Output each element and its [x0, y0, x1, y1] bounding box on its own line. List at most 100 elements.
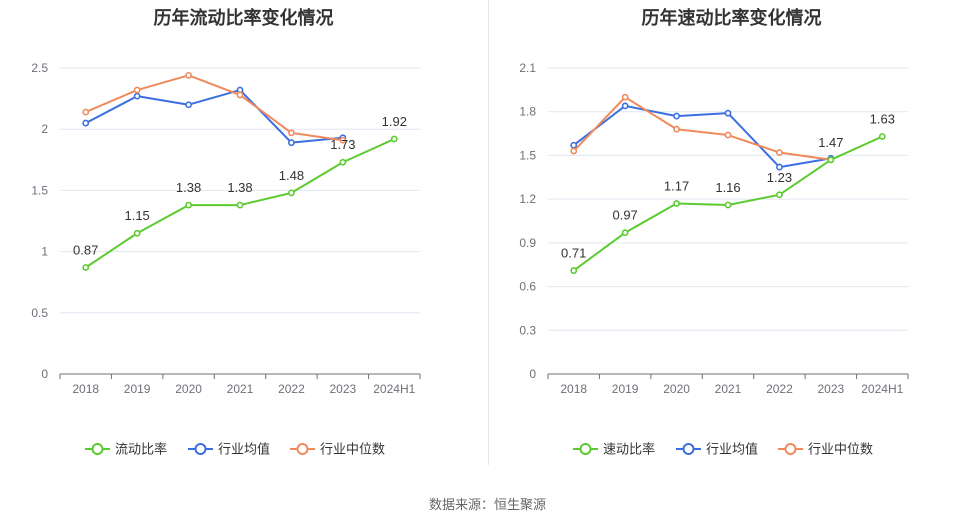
data-label: 0.71: [561, 246, 586, 261]
y-tick-label: 0.3: [519, 323, 536, 337]
industry_median-point: [724, 131, 732, 139]
legend-item-industry_avg: 行业均值: [676, 442, 758, 457]
company-point: [673, 200, 680, 207]
legend-item-industry_median: 行业中位数: [290, 442, 385, 457]
data-label: 1.38: [176, 180, 201, 195]
chart-title: 历年速动比率变化情况: [641, 8, 822, 28]
company-point: [827, 156, 835, 164]
legend-marker: [296, 443, 309, 455]
company-point: [236, 201, 244, 209]
data-label: 1.92: [382, 114, 407, 129]
industry_median-point: [236, 91, 244, 99]
industry_avg-point: [673, 112, 680, 120]
legend-label: 行业均值: [706, 442, 758, 457]
industry_avg-line: [573, 104, 832, 169]
legend-marker: [194, 443, 207, 455]
chart-title: 历年流动比率变化情况: [153, 8, 334, 28]
industry_median-point: [776, 149, 783, 156]
company-point: [339, 158, 347, 166]
x-tick-label: 2022: [278, 382, 305, 396]
industry_avg-line: [85, 89, 343, 144]
x-tick-label: 2024H1: [861, 382, 903, 396]
company-point: [390, 135, 398, 143]
industry_median-point: [621, 93, 629, 101]
x-tick-label: 2021: [715, 382, 742, 396]
industry_median-point: [673, 125, 680, 133]
quick-ratio-chart: 0 0.3 0.6 0.9 1.2 1.5 1.8 2.1 2018 2019 2020 2021 20…: [519, 61, 909, 457]
x-tick-label: 2023: [818, 382, 845, 396]
y-tick-label: 0.6: [519, 280, 536, 294]
legend-label: 速动比率: [603, 442, 655, 457]
industry_avg-point: [724, 109, 732, 117]
company-point: [724, 201, 732, 209]
legend-item-industry_avg: 行业均值: [188, 442, 270, 457]
legend-marker: [91, 443, 104, 455]
company-point: [185, 201, 192, 209]
industry_median-point: [339, 136, 347, 144]
current-ratio-chart-panel: 历年流动比率变化情况 0 0.5 1 1.5 2 2.5 2018 2019 2020 2021 2…: [0, 0, 487, 470]
company-point: [570, 267, 578, 274]
y-tick-label: 2.1: [519, 61, 536, 75]
legend-marker: [579, 443, 592, 455]
y-tick-label: 1.8: [519, 105, 536, 119]
legend-label: 行业均值: [218, 442, 270, 457]
data-label: 1.23: [767, 170, 792, 185]
y-tick-label: 1: [41, 245, 48, 259]
company-point: [878, 133, 886, 140]
legend-label: 流动比率: [115, 442, 167, 457]
y-tick-label: 0: [529, 367, 536, 381]
quick-ratio-chart-panel: 历年速动比率变化情况 0 0.3 0.6 0.9 1.2 1.5 1.8 2.1 2018 201…: [488, 0, 975, 470]
legend-item-company: 流动比率: [85, 442, 167, 457]
industry_avg-point: [133, 92, 141, 100]
industry_median-point: [288, 129, 295, 137]
industry_avg-point: [621, 102, 629, 110]
y-tick-label: 2.5: [31, 61, 48, 75]
industry_median-point: [570, 147, 578, 155]
x-tick-label: 2022: [766, 382, 793, 396]
company-point: [776, 191, 783, 199]
y-tick-label: 0: [41, 367, 48, 381]
industry_median-point: [185, 71, 192, 79]
x-tick-label: 2020: [175, 382, 202, 396]
x-tick-label: 2021: [227, 382, 254, 396]
industry_avg-point: [776, 163, 783, 171]
y-tick-label: 0.9: [519, 236, 536, 250]
data-label: 1.47: [818, 135, 843, 150]
x-tick-label: 2019: [124, 382, 151, 396]
legend-item-industry_median: 行业中位数: [778, 442, 873, 457]
company-point: [288, 189, 295, 197]
company-point: [82, 264, 90, 271]
industry_median-point: [133, 86, 141, 94]
panel-divider: [488, 0, 489, 465]
legend-marker: [784, 443, 797, 455]
data-label: 1.16: [715, 180, 740, 195]
data-label: 1.17: [664, 179, 689, 194]
legend-marker: [682, 443, 695, 455]
data-label: 1.48: [279, 168, 304, 183]
industry_avg-point: [570, 141, 578, 149]
x-tick-label: 2019: [612, 382, 639, 396]
data-label: 1.15: [124, 208, 149, 223]
data-label: 1.63: [870, 111, 895, 126]
legend-label: 行业中位数: [808, 442, 873, 457]
industry_avg-point: [185, 101, 192, 109]
company-point: [133, 229, 141, 237]
x-tick-label: 2024H1: [373, 382, 415, 396]
y-tick-label: 0.5: [31, 306, 48, 320]
y-tick-label: 1.5: [519, 148, 536, 162]
company-point: [621, 229, 629, 237]
industry_median-line: [572, 96, 831, 161]
data-label: 1.38: [227, 180, 252, 195]
x-tick-label: 2023: [330, 382, 357, 396]
x-tick-label: 2020: [663, 382, 690, 396]
current-ratio-chart: 0 0.5 1 1.5 2 2.5 2018 2019 2020 2021 2022 2023 2024…: [31, 61, 421, 457]
x-tick-label: 2018: [72, 382, 99, 396]
industry_avg-point: [82, 119, 90, 127]
y-tick-label: 2: [41, 122, 48, 136]
legend-item-company: 速动比率: [573, 442, 655, 457]
y-tick-label: 1.2: [519, 192, 536, 206]
x-tick-label: 2018: [560, 382, 587, 396]
y-tick-label: 1.5: [31, 183, 48, 197]
data-label: 0.87: [73, 243, 98, 258]
data-source-note: 数据来源：恒生聚源: [428, 497, 546, 512]
